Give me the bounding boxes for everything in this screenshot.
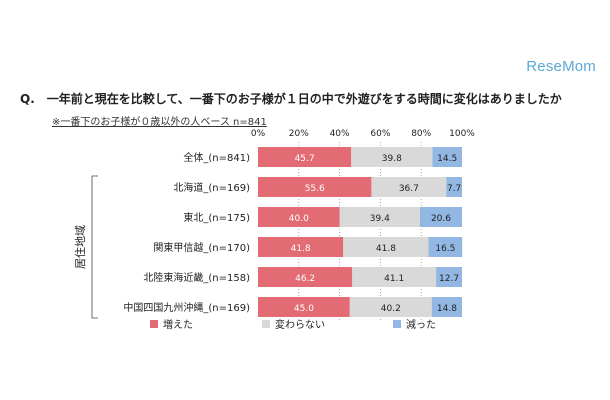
bar-segment [371, 177, 447, 197]
y-axis-label: 居住地域 [73, 225, 87, 269]
bar-segment [351, 147, 433, 167]
data-label: 14.5 [437, 154, 457, 164]
bar-segment [258, 237, 344, 257]
data-label: 14.8 [437, 304, 457, 314]
bar-segment [258, 147, 352, 167]
bar-segment [446, 177, 462, 197]
bar-segment [258, 177, 372, 197]
data-label: 16.5 [435, 244, 455, 254]
bar-segment [419, 207, 462, 227]
bar-segment [343, 237, 429, 257]
bar-segment [428, 237, 463, 257]
question-prefix: Q. [20, 92, 35, 106]
data-label: 12.7 [439, 274, 459, 284]
data-label: 46.2 [295, 274, 315, 284]
data-label: 7.7 [447, 184, 461, 194]
data-label: 41.8 [376, 244, 396, 254]
bar-segment [339, 207, 420, 227]
bar-segment [436, 267, 462, 287]
bar-segment [349, 297, 432, 317]
data-label: 55.6 [305, 184, 325, 194]
x-tick-label: 0% [251, 129, 266, 139]
data-label: 45.0 [294, 304, 314, 314]
data-label: 36.7 [399, 184, 419, 194]
category-label: 東北_(n=175) [183, 211, 250, 224]
x-tick-label: 100% [449, 129, 475, 139]
x-tick-label: 80% [411, 129, 431, 139]
data-label: 40.2 [381, 304, 401, 314]
data-label: 41.1 [384, 274, 404, 284]
data-label: 20.6 [431, 214, 451, 224]
bar-segment [352, 267, 437, 287]
bar-segment [258, 297, 350, 317]
bar-segment [258, 267, 353, 287]
x-tick-label: 40% [330, 129, 350, 139]
base-note: ※一番下のお子様が０歳以外の人ベース n=841 [52, 117, 267, 128]
category-label: 全体_(n=841) [183, 151, 250, 164]
x-tick-label: 60% [370, 129, 390, 139]
question-text: 一年前と現在を比較して、一番下のお子様が１日の中で外遊びをする時間に変化はありま… [46, 92, 562, 106]
question-heading: Q. 一年前と現在を比較して、一番下のお子様が１日の中で外遊びをする時間に変化はあ… [20, 90, 562, 107]
category-label: 中国四国九州沖縄_(n=169) [123, 301, 250, 314]
bar-segment [432, 147, 462, 167]
data-label: 39.4 [370, 214, 390, 224]
category-label: 北陸東海近畿_(n=158) [143, 271, 250, 284]
resemom-watermark: ReseMom [526, 58, 596, 75]
data-label: 40.0 [289, 214, 309, 224]
data-label: 41.8 [291, 244, 311, 254]
bar-segment [431, 297, 462, 317]
category-label: 北海道_(n=169) [173, 181, 250, 194]
data-label: 39.8 [382, 154, 402, 164]
data-label: 45.7 [295, 154, 315, 164]
category-label: 関東甲信越_(n=170) [153, 241, 250, 254]
bar-segment [258, 207, 340, 227]
x-tick-label: 20% [289, 129, 309, 139]
region-bracket [91, 175, 98, 319]
